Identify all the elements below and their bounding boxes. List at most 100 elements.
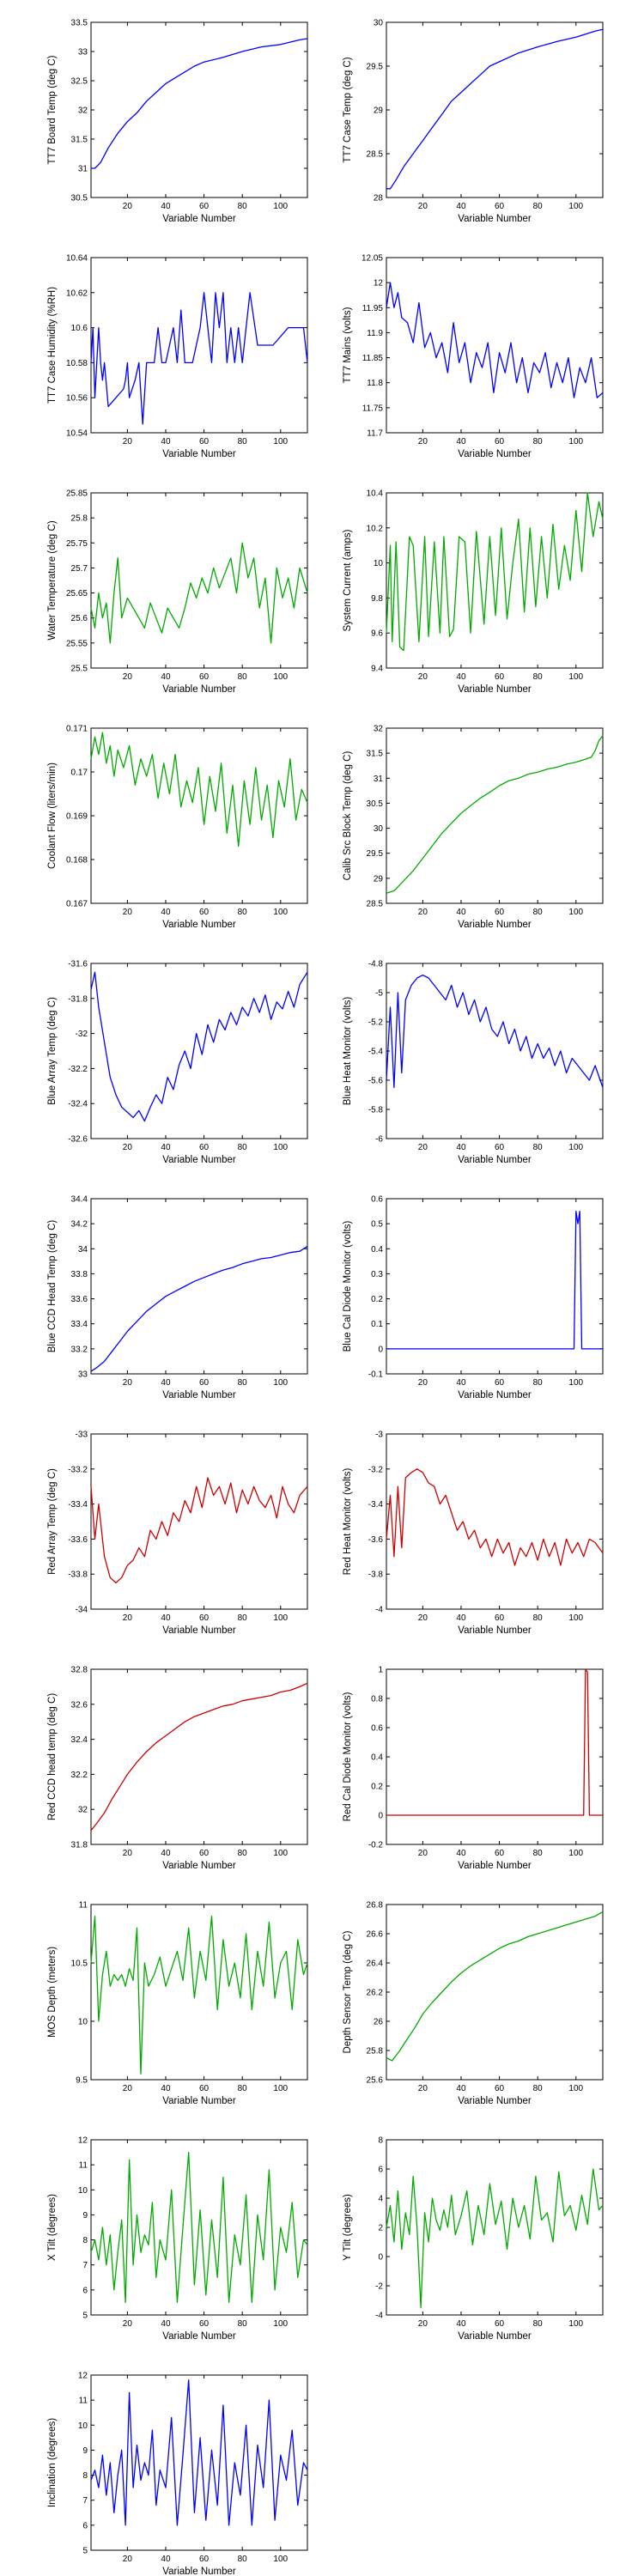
x-tick-label: 60 — [199, 2084, 210, 2093]
x-tick-label: 20 — [123, 2084, 133, 2093]
y-axis-label: Blue CCD Head Temp (deg C) — [47, 1220, 58, 1353]
y-tick-label: 10 — [78, 2421, 88, 2431]
y-tick-label: 32 — [78, 106, 88, 116]
x-tick-label: 40 — [456, 1849, 466, 1858]
series-line — [386, 2168, 604, 2309]
x-tick-label: 80 — [533, 437, 544, 447]
y-tick-label: 4 — [378, 2195, 383, 2204]
y-tick-label: -0.1 — [368, 1370, 384, 1380]
y-tick-label: 26.4 — [367, 1959, 384, 1969]
series-line — [386, 1210, 603, 1350]
chart-panel-2: 20 40 60 80 100 28 28.5 29 29.5 30 Variable Number… — [343, 19, 604, 224]
y-tick-label: 11 — [79, 2161, 88, 2171]
x-tick-label: 60 — [495, 2319, 505, 2329]
y-tick-label: 9.5 — [76, 2076, 88, 2086]
x-tick-label: 80 — [238, 437, 248, 447]
y-tick-label: 0 — [378, 1812, 383, 1821]
y-tick-label: 5 — [82, 2312, 88, 2321]
chart-panel-11: 20 40 60 80 100 33 33.2 33.4 33.6 33.8 34 34.2 34.4 V… — [47, 1195, 308, 1400]
x-tick-label: 40 — [161, 1378, 171, 1388]
x-tick-label: 60 — [495, 672, 505, 682]
y-tick-label: -3.4 — [368, 1500, 384, 1510]
x-tick-label: 20 — [123, 1849, 133, 1858]
y-tick-label: -33.4 — [68, 1500, 88, 1510]
x-tick-label: 20 — [418, 437, 428, 447]
x-tick-label: 100 — [273, 1613, 288, 1623]
series-line — [386, 1468, 604, 1566]
y-tick-label: 25.65 — [66, 589, 88, 598]
y-axis-label: TT7 Case Humidity (%RH) — [47, 287, 58, 404]
x-tick-label: 60 — [495, 437, 505, 447]
y-tick-label: -3 — [375, 1431, 383, 1440]
y-axis-label: Blue Cal Diode Monitor (volts) — [343, 1220, 353, 1352]
chart-panel-21: 20 40 60 80 100 5 6 7 8 9 10 11 12 Variable Number Inc… — [47, 2372, 308, 2576]
y-axis-label: Calib Src Block Temp (deg C) — [343, 751, 353, 881]
y-tick-label: 12.05 — [361, 254, 383, 264]
y-tick-label: 28.5 — [367, 900, 384, 909]
chart-panel-13: 20 40 60 80 100 -34 -33.8 -33.6 -33.4 -33.2 -33 Var… — [47, 1431, 308, 1636]
y-tick-label: 34.4 — [71, 1195, 88, 1205]
plot-frame — [90, 963, 308, 1139]
y-tick-label: 32 — [78, 1806, 88, 1815]
y-tick-label: -32.2 — [68, 1065, 88, 1074]
series-line — [386, 282, 604, 398]
y-tick-label: 33 — [78, 48, 88, 58]
x-tick-label: 100 — [273, 1849, 288, 1858]
x-tick-label: 40 — [456, 672, 466, 682]
series-line — [386, 28, 604, 190]
y-tick-label: 25.6 — [367, 2076, 384, 2086]
y-tick-label: 31 — [78, 165, 88, 174]
y-tick-label: 31 — [374, 775, 384, 784]
x-axis-label: Variable Number — [458, 1390, 532, 1400]
x-tick-label: 80 — [238, 1613, 248, 1623]
y-tick-label: 0.6 — [371, 1724, 383, 1734]
y-tick-label: 6 — [378, 2166, 383, 2175]
x-tick-label: 20 — [418, 672, 428, 682]
x-tick-label: 20 — [418, 2319, 428, 2329]
x-tick-label: 20 — [123, 908, 133, 917]
y-tick-label: 29.5 — [367, 63, 384, 72]
y-tick-label: 0.171 — [66, 725, 88, 734]
x-tick-label: 60 — [495, 1143, 505, 1152]
y-tick-label: 0 — [378, 2253, 383, 2263]
y-tick-label: 10.56 — [66, 394, 88, 404]
x-tick-label: 80 — [238, 1849, 248, 1858]
series-line — [90, 2151, 308, 2304]
y-tick-label: 11 — [79, 1901, 88, 1911]
x-tick-label: 40 — [161, 202, 171, 211]
x-axis-label: Variable Number — [458, 920, 532, 930]
y-tick-label: 10.54 — [66, 429, 88, 439]
x-axis-label: Variable Number — [162, 1625, 236, 1636]
y-tick-label: 25.7 — [71, 564, 88, 574]
x-tick-label: 60 — [199, 202, 210, 211]
x-tick-label: 80 — [533, 1613, 544, 1623]
x-tick-label: 100 — [273, 202, 288, 211]
y-tick-label: -0.2 — [368, 1841, 384, 1850]
y-tick-label: 28 — [374, 194, 384, 204]
x-tick-label: 40 — [456, 202, 466, 211]
x-tick-label: 80 — [238, 2555, 248, 2564]
x-tick-label: 20 — [418, 2084, 428, 2093]
y-tick-label: 8 — [378, 2136, 383, 2146]
x-axis-label: Variable Number — [458, 449, 532, 459]
x-tick-label: 60 — [199, 2319, 210, 2329]
y-tick-label: -33.8 — [68, 1571, 88, 1580]
y-tick-label: -5.2 — [368, 1018, 384, 1028]
x-axis-label: Variable Number — [458, 2096, 532, 2106]
y-tick-label: -32.4 — [68, 1100, 88, 1109]
y-tick-label: 8 — [82, 2236, 88, 2245]
chart-panel-3: 20 40 60 80 100 10.54 10.56 10.58 10.6 10.62 10.64… — [47, 254, 308, 459]
y-tick-label: 12 — [78, 2136, 88, 2146]
x-tick-label: 60 — [199, 1613, 210, 1623]
y-tick-label: 10.64 — [66, 254, 88, 264]
y-tick-label: 9.4 — [371, 665, 383, 674]
x-tick-label: 60 — [495, 202, 505, 211]
y-tick-label: 11 — [79, 2397, 88, 2406]
y-tick-label: 0.17 — [71, 769, 88, 778]
x-tick-label: 40 — [456, 908, 466, 917]
y-tick-label: 12 — [78, 2372, 88, 2381]
x-axis-label: Variable Number — [162, 1155, 236, 1165]
plot-frame — [386, 963, 604, 1139]
y-tick-label: -32 — [76, 1030, 88, 1039]
x-tick-label: 40 — [456, 1143, 466, 1152]
